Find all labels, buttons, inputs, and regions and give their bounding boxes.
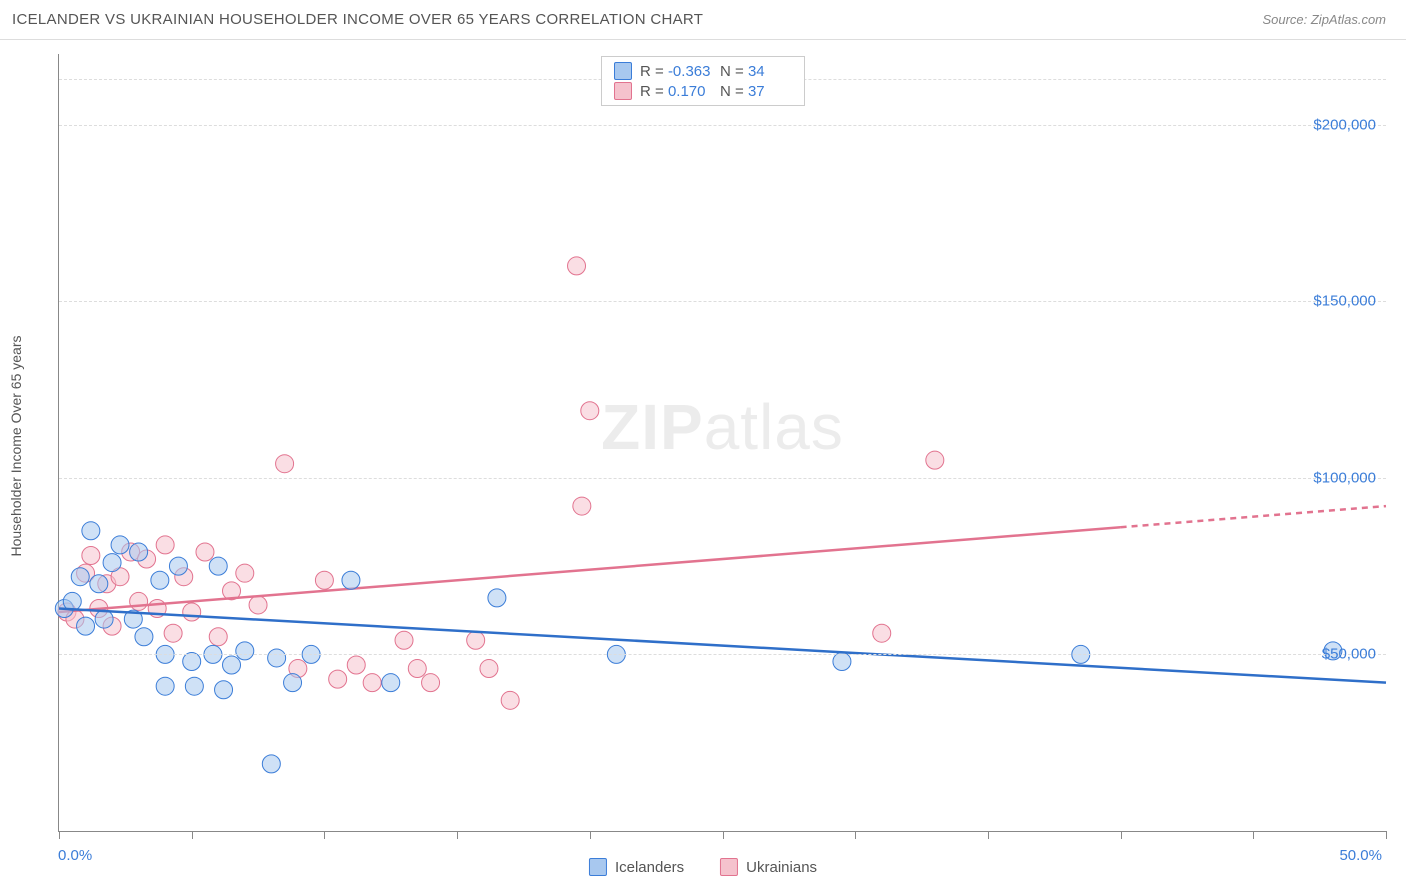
ice-N: 34 [748, 63, 765, 80]
data-point [156, 677, 174, 695]
x-tick [1253, 831, 1254, 839]
data-point [347, 656, 365, 674]
data-point [573, 497, 591, 515]
data-point [90, 575, 108, 593]
ukr-R: 0.170 [668, 83, 706, 100]
label-N: N = [720, 63, 744, 80]
y-tick-label: $200,000 [1313, 116, 1376, 133]
chart-header: ICELANDER VS UKRAINIAN HOUSEHOLDER INCOM… [0, 0, 1406, 40]
data-point [223, 656, 241, 674]
trend-line [1121, 506, 1386, 527]
gridline [59, 478, 1386, 479]
source-attribution: Source: ZipAtlas.com [1262, 12, 1386, 27]
label-R: R = [640, 83, 664, 100]
data-point [130, 543, 148, 561]
y-axis-title: Householder Income Over 65 years [8, 336, 24, 557]
data-point [568, 257, 586, 275]
data-point [315, 571, 333, 589]
data-point [71, 568, 89, 586]
x-tick [457, 831, 458, 839]
x-tick [723, 831, 724, 839]
swatch-ukrainians [614, 82, 632, 100]
swatch-ukrainians [720, 858, 738, 876]
data-point [103, 554, 121, 572]
data-point [164, 624, 182, 642]
data-point [185, 677, 203, 695]
gridline [59, 301, 1386, 302]
data-point [135, 628, 153, 646]
data-point [488, 589, 506, 607]
stats-row-icelanders: R = -0.363 N = 34 [614, 61, 792, 81]
data-point [249, 596, 267, 614]
data-point [268, 649, 286, 667]
y-tick-label: $150,000 [1313, 293, 1376, 310]
ukr-N: 37 [748, 83, 765, 100]
data-point [156, 536, 174, 554]
legend-item-ukrainians: Ukrainians [720, 858, 817, 876]
scatter-svg [59, 54, 1386, 831]
data-point [342, 571, 360, 589]
y-tick-label: $50,000 [1322, 646, 1376, 663]
data-point [329, 670, 347, 688]
x-tick [324, 831, 325, 839]
trend-line [59, 608, 1386, 682]
data-point [236, 642, 254, 660]
data-point [82, 547, 100, 565]
data-point [169, 557, 187, 575]
x-tick [590, 831, 591, 839]
x-tick [59, 831, 60, 839]
legend-label-ukrainians: Ukrainians [746, 859, 817, 876]
stats-legend: R = -0.363 N = 34 R = 0.170 N = 37 [601, 56, 805, 106]
ice-R: -0.363 [668, 63, 711, 80]
x-tick [988, 831, 989, 839]
data-point [873, 624, 891, 642]
data-point [363, 674, 381, 692]
data-point [111, 536, 129, 554]
legend-item-icelanders: Icelanders [589, 858, 684, 876]
x-tick [1386, 831, 1387, 839]
data-point [215, 681, 233, 699]
gridline [59, 654, 1386, 655]
data-point [151, 571, 169, 589]
data-point [209, 628, 227, 646]
series-legend: Icelanders Ukrainians [589, 858, 817, 876]
x-tick [192, 831, 193, 839]
data-point [77, 617, 95, 635]
data-point [262, 755, 280, 773]
y-tick-label: $100,000 [1313, 469, 1376, 486]
data-point [467, 631, 485, 649]
label-R: R = [640, 63, 664, 80]
swatch-icelanders [589, 858, 607, 876]
x-axis-max: 50.0% [1339, 847, 1382, 864]
data-point [284, 674, 302, 692]
swatch-icelanders [614, 62, 632, 80]
data-point [581, 402, 599, 420]
data-point [422, 674, 440, 692]
data-point [236, 564, 254, 582]
data-point [209, 557, 227, 575]
plot-area: ZIPatlas $50,000$100,000$150,000$200,000 [58, 54, 1386, 832]
data-point [183, 603, 201, 621]
data-point [501, 691, 519, 709]
data-point [130, 592, 148, 610]
x-tick [855, 831, 856, 839]
chart-area: ZIPatlas $50,000$100,000$150,000$200,000 [58, 54, 1386, 832]
legend-label-icelanders: Icelanders [615, 859, 684, 876]
data-point [408, 660, 426, 678]
data-point [196, 543, 214, 561]
data-point [382, 674, 400, 692]
data-point [95, 610, 113, 628]
data-point [395, 631, 413, 649]
data-point [82, 522, 100, 540]
stats-row-ukrainians: R = 0.170 N = 37 [614, 81, 792, 101]
x-tick [1121, 831, 1122, 839]
label-N: N = [720, 83, 744, 100]
data-point [926, 451, 944, 469]
data-point [276, 455, 294, 473]
gridline [59, 125, 1386, 126]
chart-title: ICELANDER VS UKRAINIAN HOUSEHOLDER INCOM… [12, 11, 703, 28]
x-axis-min: 0.0% [58, 847, 92, 864]
data-point [480, 660, 498, 678]
